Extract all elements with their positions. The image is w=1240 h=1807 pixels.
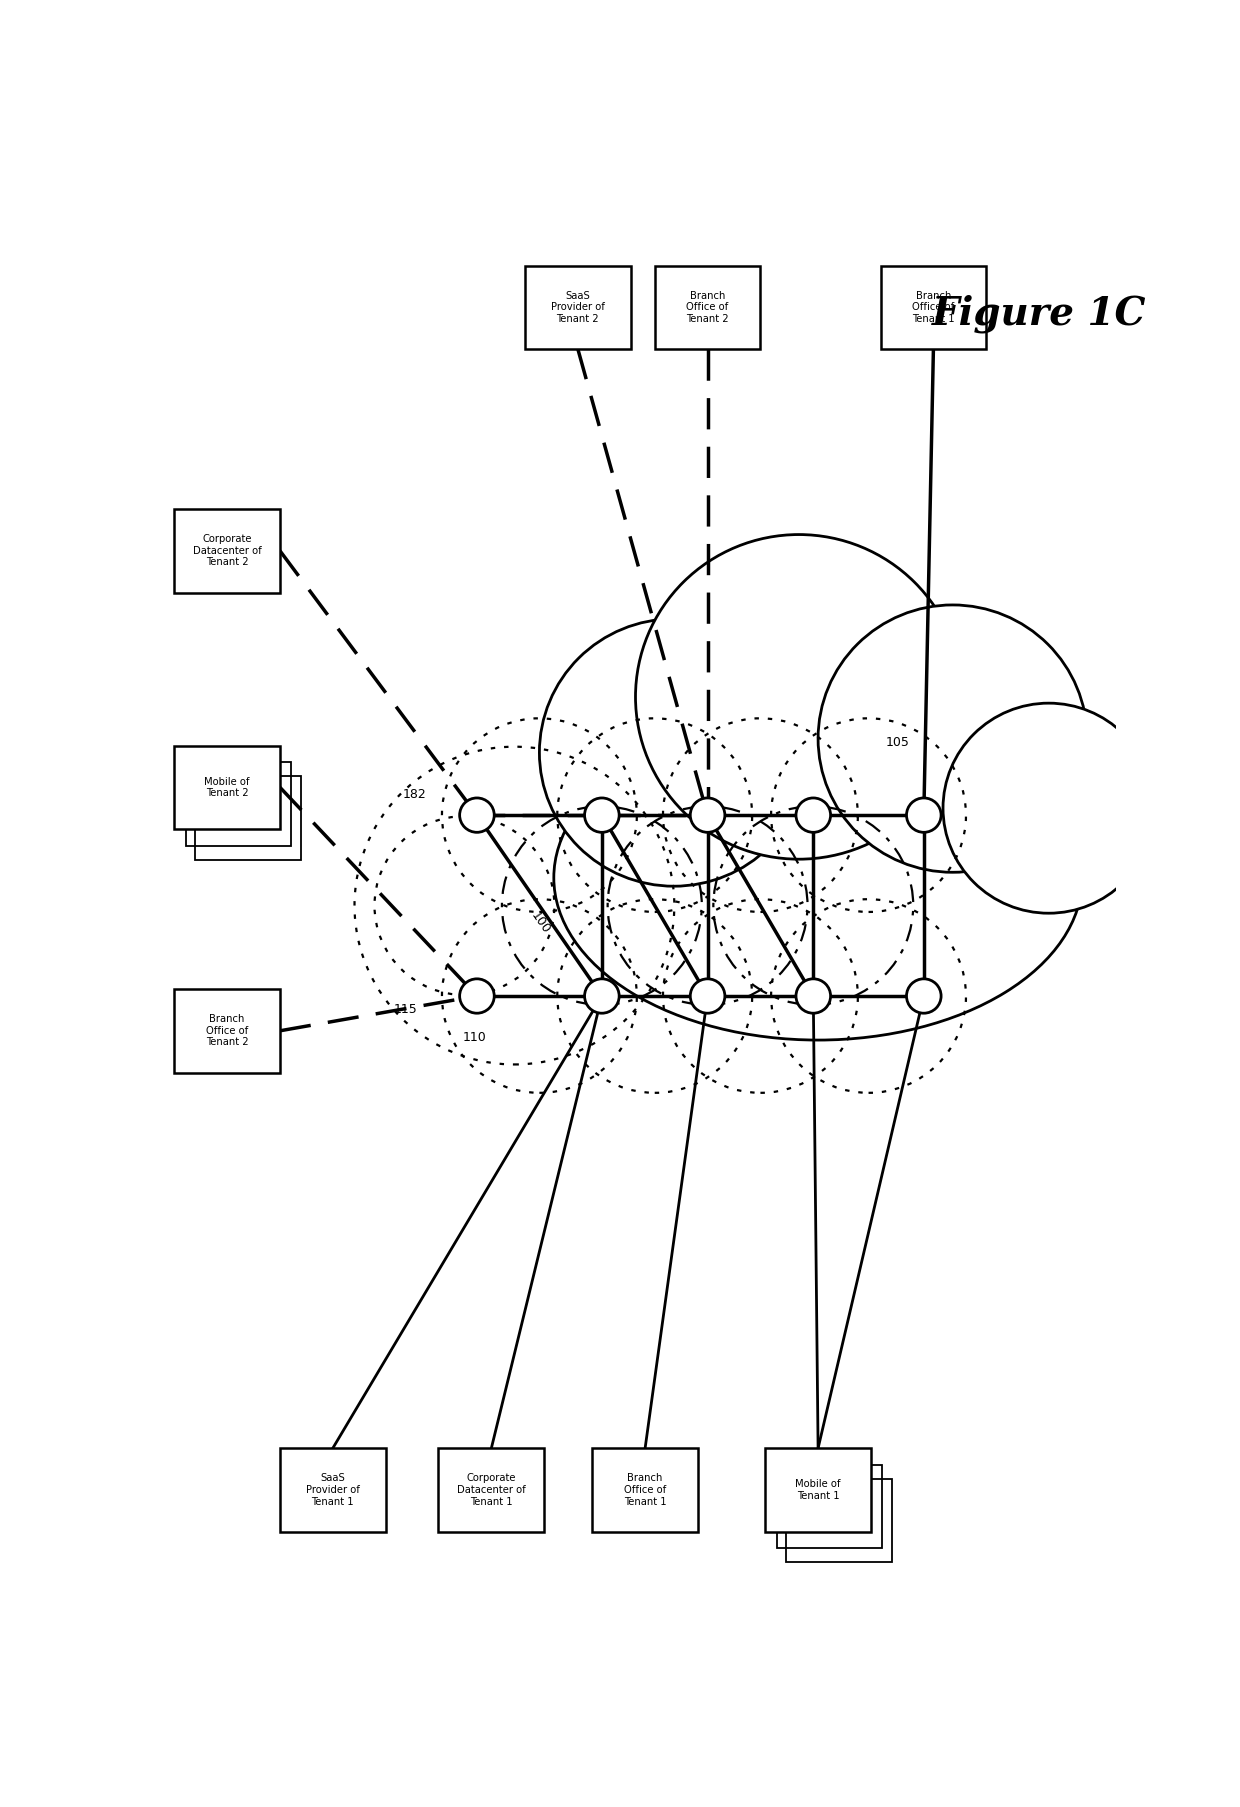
Ellipse shape: [460, 799, 495, 833]
Text: Mobile of
Tenant 2: Mobile of Tenant 2: [205, 777, 249, 799]
Text: Mobile of
Tenant 1: Mobile of Tenant 1: [795, 1480, 841, 1502]
Ellipse shape: [539, 618, 808, 885]
Ellipse shape: [796, 799, 831, 833]
Bar: [593, 1447, 698, 1532]
Text: SaaS
Provider of
Tenant 1: SaaS Provider of Tenant 1: [306, 1473, 360, 1507]
Ellipse shape: [818, 605, 1087, 873]
Text: Branch
Office of
Tenant 1: Branch Office of Tenant 1: [624, 1473, 666, 1507]
Bar: [786, 1478, 892, 1563]
Ellipse shape: [584, 979, 619, 1014]
Ellipse shape: [460, 979, 495, 1014]
Text: Branch
Office of
Tenant 1: Branch Office of Tenant 1: [913, 291, 955, 323]
Text: Figure 1C: Figure 1C: [932, 295, 1146, 334]
Ellipse shape: [584, 799, 619, 833]
Ellipse shape: [796, 979, 831, 1014]
Text: 182: 182: [403, 788, 427, 802]
Ellipse shape: [942, 703, 1154, 913]
Bar: [174, 510, 280, 593]
Bar: [765, 1447, 870, 1532]
Bar: [196, 777, 301, 860]
Text: 110: 110: [463, 1030, 486, 1044]
Bar: [174, 988, 280, 1073]
Bar: [776, 1465, 883, 1549]
Bar: [174, 746, 280, 829]
Bar: [880, 266, 986, 349]
Text: SaaS
Provider of
Tenant 2: SaaS Provider of Tenant 2: [551, 291, 605, 323]
Text: Branch
Office of
Tenant 2: Branch Office of Tenant 2: [686, 291, 729, 323]
Text: Branch
Office of
Tenant 2: Branch Office of Tenant 2: [206, 1014, 248, 1048]
Ellipse shape: [635, 535, 962, 858]
Text: Corporate
Datacenter of
Tenant 2: Corporate Datacenter of Tenant 2: [192, 535, 262, 567]
Bar: [439, 1447, 544, 1532]
Ellipse shape: [554, 716, 1083, 1041]
Ellipse shape: [691, 979, 725, 1014]
Text: 105: 105: [885, 735, 909, 748]
Ellipse shape: [906, 979, 941, 1014]
Text: 100: 100: [528, 909, 552, 936]
Bar: [186, 763, 291, 846]
Bar: [655, 266, 760, 349]
Bar: [280, 1447, 386, 1532]
Ellipse shape: [906, 799, 941, 833]
Ellipse shape: [691, 799, 725, 833]
Text: Corporate
Datacenter of
Tenant 1: Corporate Datacenter of Tenant 1: [458, 1473, 526, 1507]
Bar: [525, 266, 631, 349]
Text: 115: 115: [393, 1003, 417, 1016]
